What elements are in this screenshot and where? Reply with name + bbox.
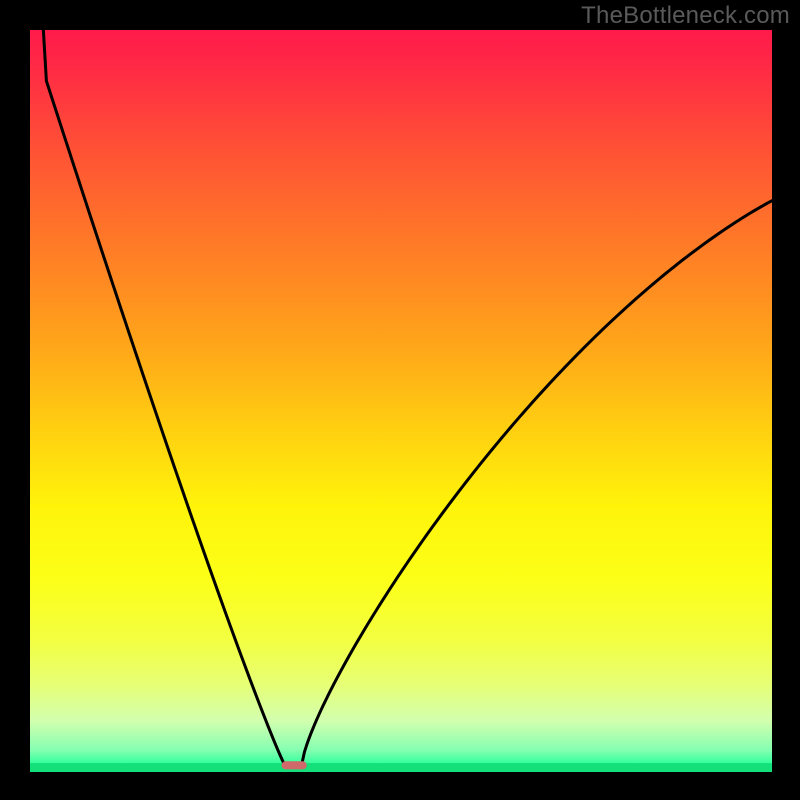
trough-marker xyxy=(282,761,307,769)
gradient-background xyxy=(30,30,772,772)
bottleneck-curve-chart xyxy=(30,30,772,772)
chart-area xyxy=(30,30,772,772)
watermark-text: TheBottleneck.com xyxy=(581,2,790,30)
green-band xyxy=(30,763,772,772)
